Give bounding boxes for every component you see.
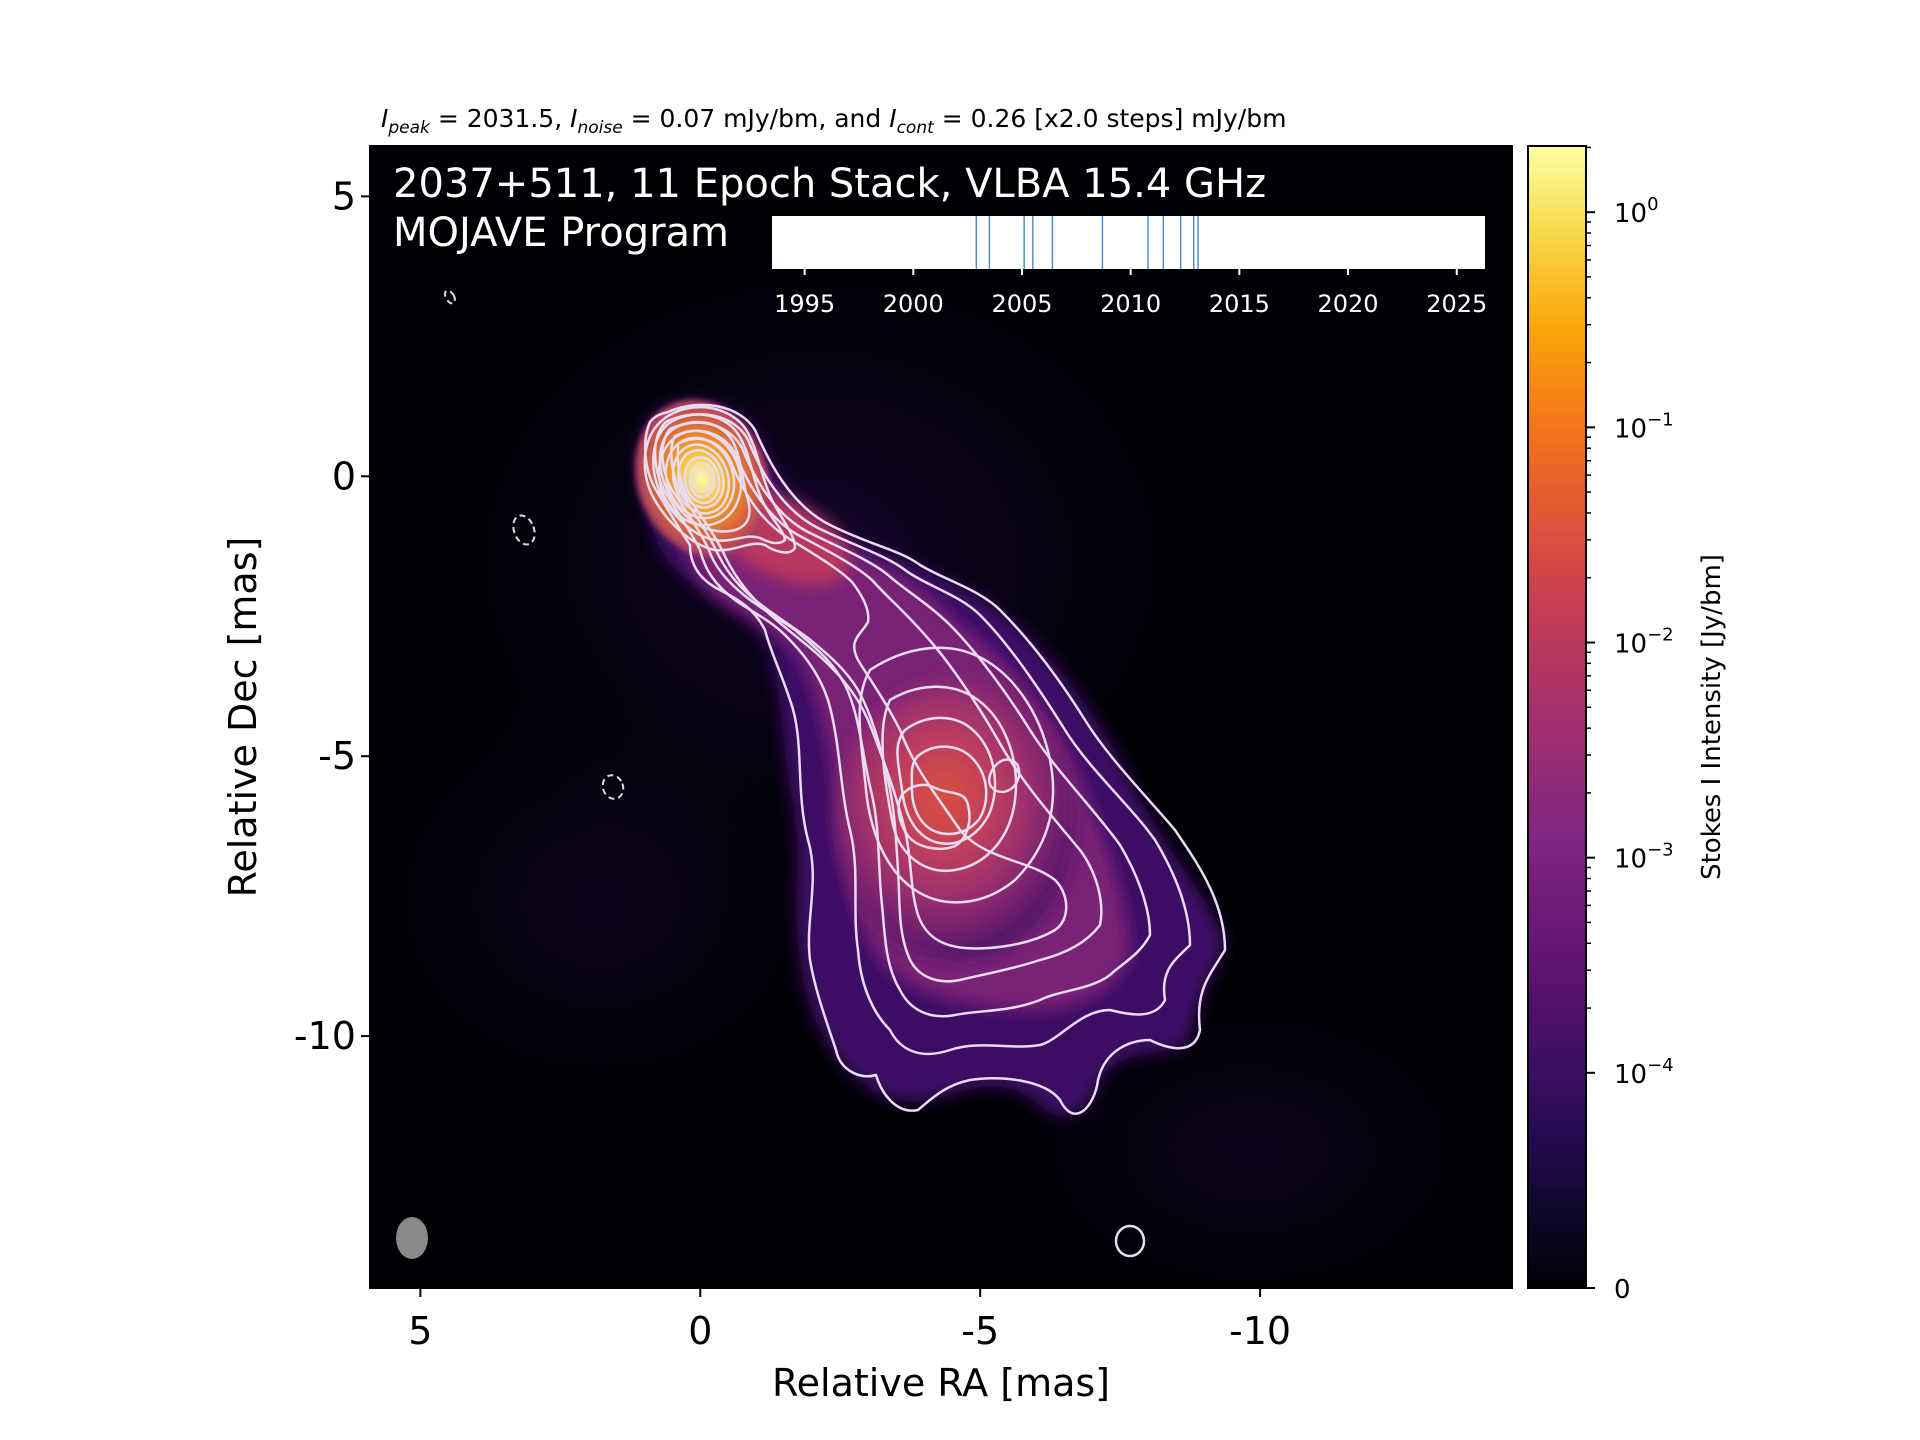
contour-2 — [653, 413, 1192, 1056]
timeline-ticks: 1995 2000 2005 2010 2015 2020 2025 — [774, 269, 1487, 318]
timeline-tick-label: 1995 — [774, 290, 835, 318]
timeline-tick-label: 2005 — [991, 290, 1052, 318]
colorbar-tick-label: 10−3 — [1614, 840, 1674, 875]
x-tick-label: -10 — [1229, 1309, 1291, 1353]
contour-core-9 — [688, 461, 716, 499]
x-tick-label: -5 — [961, 1309, 999, 1353]
timeline-tick-label: 2020 — [1318, 290, 1379, 318]
contour-core-7 — [677, 449, 725, 509]
contour-lobe-knot — [988, 758, 1021, 794]
x-tick-label: 5 — [408, 1309, 432, 1353]
contour-3 — [661, 421, 1152, 1018]
contours — [643, 403, 1227, 1258]
timeline-tick-label: 2025 — [1426, 290, 1487, 318]
lobe-emission — [835, 680, 1075, 960]
colorbar-tick-label: 100 — [1614, 194, 1659, 229]
image-title-line1: 2037+511, 11 Epoch Stack, VLBA 15.4 GHz — [393, 161, 1266, 207]
epoch-timeline: 1995 2000 2005 2010 2015 2020 2025 — [772, 216, 1487, 318]
colorbar-gradient — [1527, 145, 1587, 1289]
contour-lobe-2 — [881, 685, 1018, 873]
intensity-map: 2037+511, 11 Epoch Stack, VLBA 15.4 GHz … — [370, 146, 1512, 1288]
neg-contour-1 — [444, 289, 456, 305]
image-title-line2: MOJAVE Program — [393, 210, 729, 256]
x-axis: 5 0 -5 -10 — [408, 1288, 1291, 1353]
colorbar-tick-label: 10−4 — [1614, 1055, 1674, 1090]
y-tick-label: 0 — [332, 454, 356, 498]
contour-core-8 — [683, 455, 721, 505]
x-tick-label: 0 — [688, 1309, 712, 1353]
neg-contour-3 — [601, 774, 625, 800]
timeline-box — [772, 216, 1485, 269]
colorbar-label: Stokes I Intensity [Jy/bm] — [1697, 554, 1727, 880]
neg-contour-2 — [512, 514, 536, 546]
y-axis: 5 0 -5 -10 — [294, 174, 370, 1058]
contour-4 — [670, 429, 1103, 983]
beam-ellipse — [396, 1217, 428, 1259]
y-tick-label: -10 — [294, 1014, 356, 1058]
y-tick-label: -5 — [318, 734, 356, 778]
colorbar-ticks: 100 10−1 10−2 10−3 10−4 0 — [1586, 146, 1674, 1305]
contour-core-5 — [664, 436, 736, 520]
timeline-tick-label: 2000 — [883, 290, 944, 318]
header-stats: Ipeak = 2031.5, Inoise = 0.07 mJy/bm, an… — [381, 104, 1286, 138]
y-tick-label: 5 — [332, 174, 356, 218]
contour-core-4 — [657, 429, 743, 527]
contour-core-2 — [652, 413, 787, 545]
map-frame — [369, 145, 1513, 1289]
x-axis-label: Relative RA [mas] — [772, 1361, 1110, 1405]
contour-core-10 — [692, 468, 712, 494]
contour-lobe-5 — [897, 783, 971, 850]
colorbar-tick-label: 10−1 — [1614, 409, 1674, 444]
timeline-tick-label: 2010 — [1100, 290, 1161, 318]
timeline-tick-label: 2015 — [1209, 290, 1270, 318]
contour-lobe-1 — [858, 646, 1055, 904]
colorbar-tick-label: 10−2 — [1614, 624, 1674, 659]
colorbar-tick-label: 0 — [1614, 1275, 1631, 1305]
timeline-epochs — [975, 216, 1199, 269]
negative-contours — [444, 289, 625, 800]
contour-core-1 — [643, 405, 797, 554]
contour-isolated — [1114, 1224, 1146, 1258]
contour-lobe-3 — [896, 716, 997, 845]
contour-core-6 — [671, 443, 731, 515]
y-axis-label: Relative Dec [mas] — [221, 537, 265, 898]
contour-5 — [676, 437, 1068, 950]
colorbar: 100 10−1 10−2 10−3 10−4 0 Stokes I Intensity … — [1527, 145, 1727, 1305]
